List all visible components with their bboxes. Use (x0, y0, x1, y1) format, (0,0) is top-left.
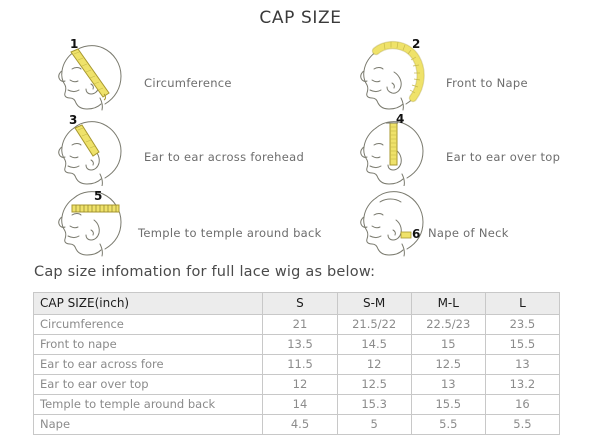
diagram-nape-of-neck: 6 Nape of Neck (350, 188, 601, 262)
row-value-s-m: 21.5/22 (336, 314, 412, 335)
table-row: Front to nape 13.5 14.5 15 15.5 (32, 334, 561, 355)
diagram-number: 5 (94, 189, 103, 203)
diagram-ear-to-ear-forehead: 3 Ear to ear across forehead (48, 112, 338, 186)
diagram-front-to-nape: 2 Front to Nape (350, 38, 601, 112)
table-caption: Cap size infomation for full lace wig as… (34, 264, 376, 280)
diagram-label-front-to-nape: Front to Nape (446, 76, 528, 90)
page-title: CAP SIZE (259, 8, 342, 28)
diagram-number: 2 (412, 37, 421, 51)
diagram-label-ear-to-ear-forehead: Ear to ear across forehead (144, 150, 305, 164)
row-label: Ear to ear across fore (32, 354, 264, 375)
row-value-l: 13.2 (484, 374, 561, 395)
table-row: Nape 4.5 5 5.5 5.5 (32, 414, 561, 435)
row-value-s-m: 15.3 (336, 394, 412, 415)
table-row: Temple to temple around back 14 15.3 15.… (32, 394, 561, 415)
row-value-l: 23.5 (484, 314, 561, 335)
head-profile-nape-icon (350, 188, 446, 262)
row-value-s: 21 (262, 314, 338, 335)
measurement-diagram-grid: 1 Circumference (0, 36, 601, 261)
row-value-m-l: 5.5 (410, 414, 486, 435)
row-value-s: 11.5 (262, 354, 338, 375)
row-value-s: 13.5 (262, 334, 338, 355)
diagram-label-ear-to-ear-over-top: Ear to ear over top (446, 150, 561, 164)
head-profile-circumference-icon (48, 38, 144, 112)
table-header-row: CAP SIZE(inch) S S-M M-L L (32, 292, 561, 315)
row-value-l: 13 (484, 354, 561, 375)
diagram-ear-to-ear-over-top: 4 Ear to ear over top (350, 112, 601, 186)
table-header-s-m: S-M (336, 292, 412, 315)
row-value-s-m: 12.5 (336, 374, 412, 395)
row-value-s-m: 5 (336, 414, 412, 435)
table-header-measurement: CAP SIZE(inch) (32, 292, 264, 315)
diagram-label-temple-to-temple: Temple to temple around back (138, 226, 322, 240)
row-value-s-m: 14.5 (336, 334, 412, 355)
table-row: Circumference 21 21.5/22 22.5/23 23.5 (32, 314, 561, 335)
row-label: Nape (32, 414, 264, 435)
row-value-m-l: 12.5 (410, 354, 486, 375)
row-value-m-l: 15.5 (410, 394, 486, 415)
head-profile-temple-to-temple-icon (48, 188, 144, 262)
diagram-number: 6 (412, 227, 421, 241)
row-value-s-m: 12 (336, 354, 412, 375)
table-header-m-l: M-L (410, 292, 486, 315)
row-value-s: 4.5 (262, 414, 338, 435)
head-profile-ear-to-ear-forehead-icon (48, 112, 144, 186)
row-value-s: 14 (262, 394, 338, 415)
cap-size-table: CAP SIZE(inch) S S-M M-L L Circumference… (32, 292, 561, 435)
table-header-l: L (484, 292, 561, 315)
diagram-number: 1 (70, 37, 79, 51)
diagram-circumference: 1 Circumference (48, 38, 338, 112)
head-profile-front-to-nape-icon (350, 38, 446, 112)
diagram-number: 3 (69, 113, 78, 127)
row-label: Front to nape (32, 334, 264, 355)
row-label: Temple to temple around back (32, 394, 264, 415)
row-value-m-l: 22.5/23 (410, 314, 486, 335)
row-value-m-l: 13 (410, 374, 486, 395)
diagram-number: 4 (396, 112, 405, 126)
head-profile-ear-to-ear-over-top-icon (350, 112, 446, 186)
row-label: Circumference (32, 314, 264, 335)
row-value-l: 15.5 (484, 334, 561, 355)
row-value-l: 16 (484, 394, 561, 415)
diagram-temple-to-temple: 5 Temple to temple around back (48, 188, 338, 262)
diagram-label-circumference: Circumference (144, 76, 232, 90)
row-label: Ear to ear over top (32, 374, 264, 395)
table-header-s: S (262, 292, 338, 315)
row-value-s: 12 (262, 374, 338, 395)
table-row: Ear to ear over top 12 12.5 13 13.2 (32, 374, 561, 395)
table-row: Ear to ear across fore 11.5 12 12.5 13 (32, 354, 561, 375)
row-value-m-l: 15 (410, 334, 486, 355)
diagram-label-nape-of-neck: Nape of Neck (428, 226, 509, 240)
row-value-l: 5.5 (484, 414, 561, 435)
